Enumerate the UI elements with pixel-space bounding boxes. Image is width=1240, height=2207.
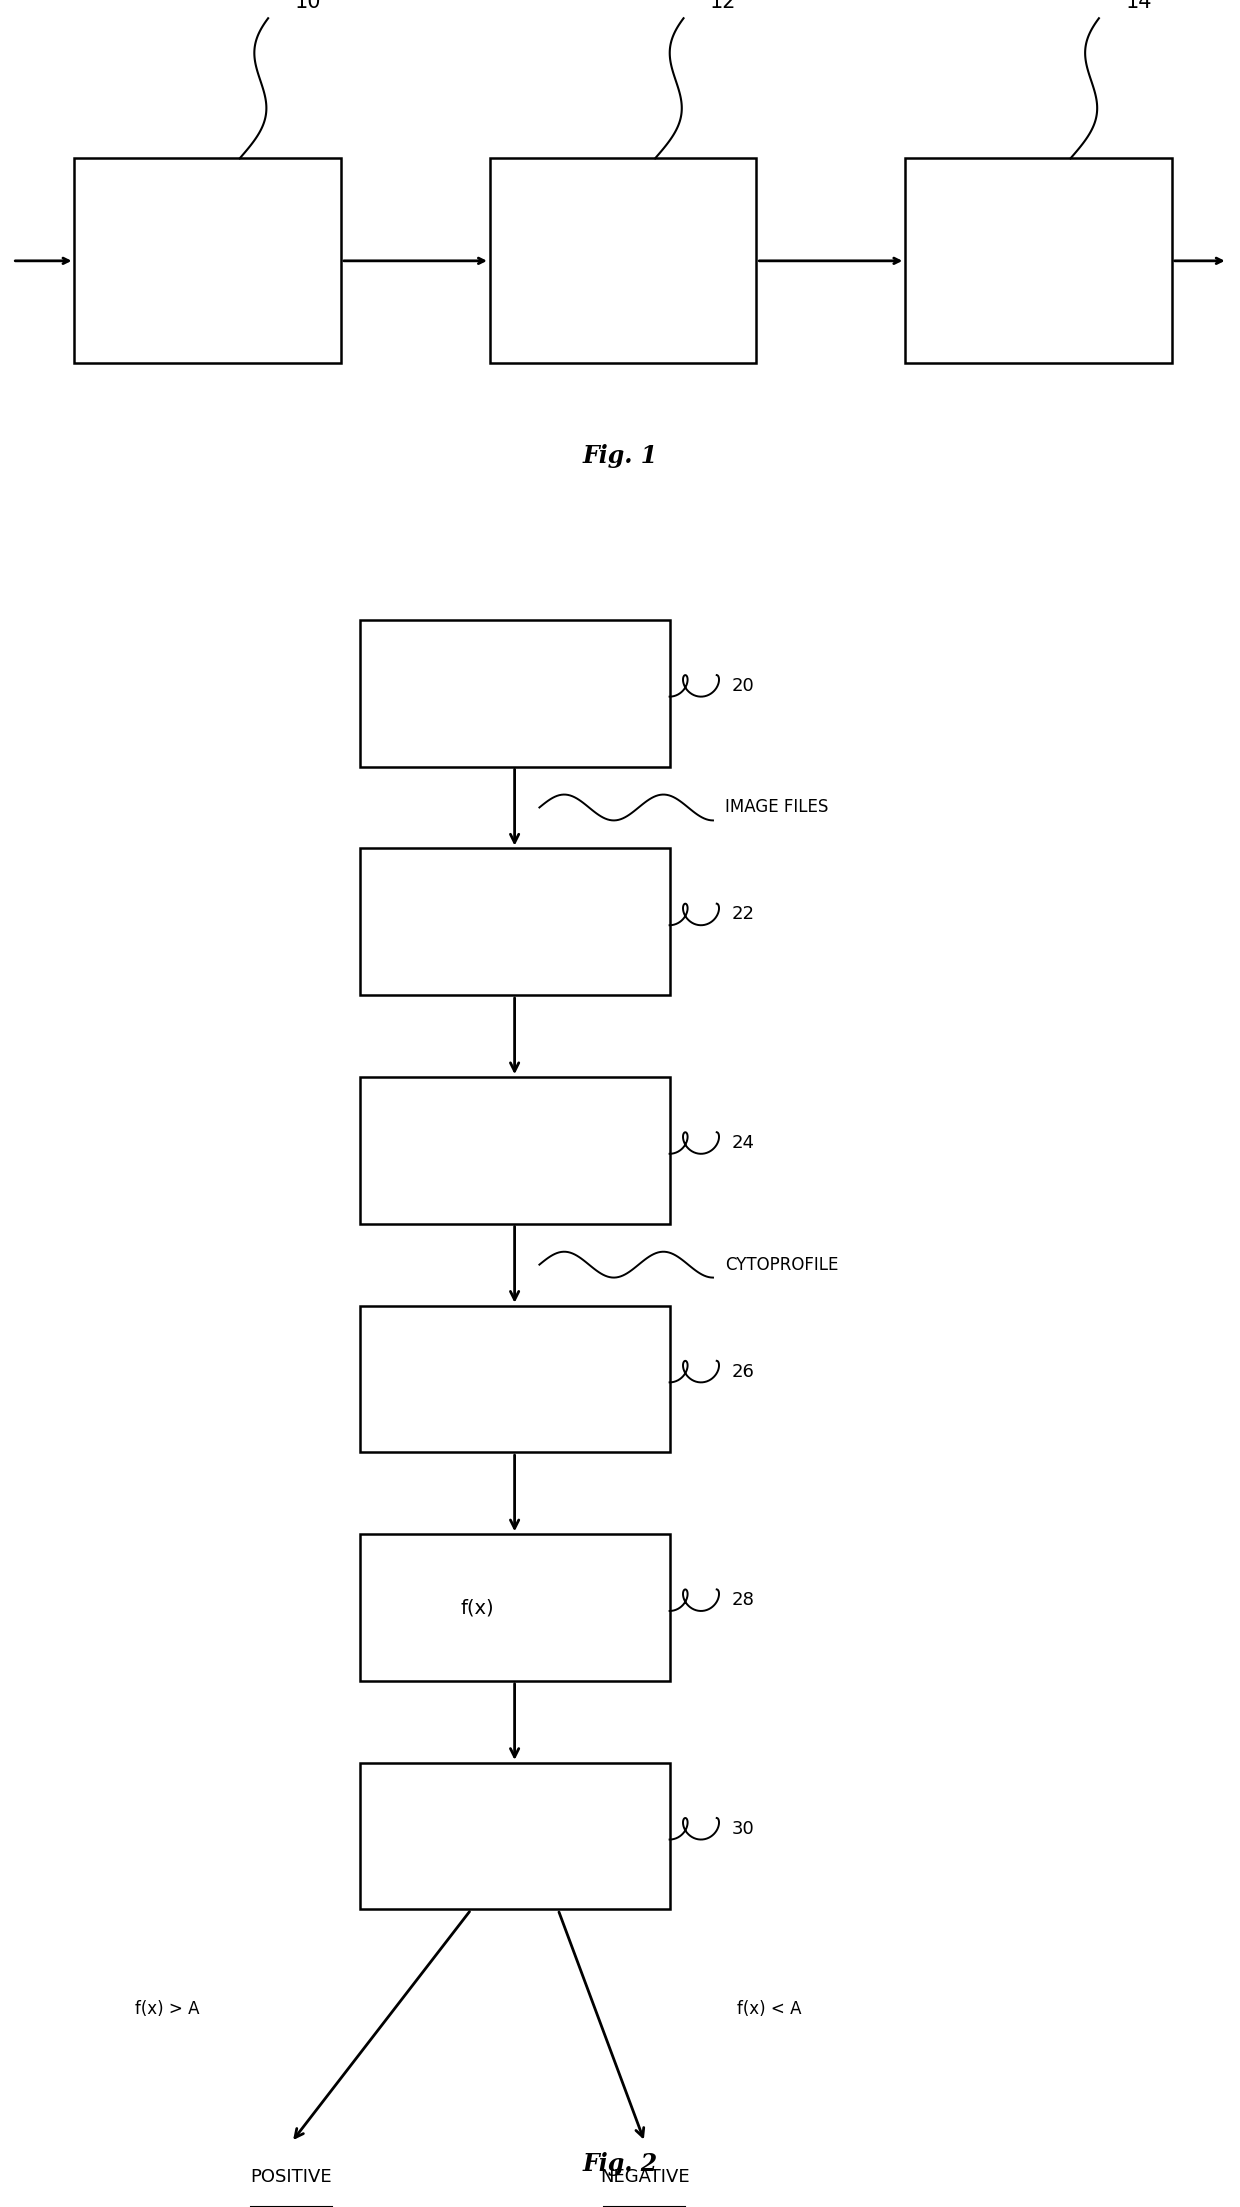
Text: f(x) > A: f(x) > A	[135, 2000, 200, 2017]
Text: f(x) < A: f(x) < A	[737, 2000, 801, 2017]
Text: IMAGE FILES: IMAGE FILES	[725, 799, 828, 817]
Text: NEGATIVE: NEGATIVE	[600, 2167, 689, 2187]
FancyBboxPatch shape	[74, 159, 341, 364]
Text: 12: 12	[711, 0, 737, 11]
Text: 22: 22	[732, 905, 755, 923]
Text: CYTOPROFILE: CYTOPROFILE	[725, 1256, 838, 1273]
Text: Fig. 1: Fig. 1	[583, 444, 657, 468]
Text: 28: 28	[732, 1591, 754, 1609]
FancyBboxPatch shape	[360, 1077, 670, 1223]
Text: POSITIVE: POSITIVE	[250, 2167, 332, 2187]
FancyBboxPatch shape	[360, 1307, 670, 1452]
FancyBboxPatch shape	[905, 159, 1172, 364]
Text: f(x): f(x)	[460, 1598, 495, 1618]
Text: 20: 20	[732, 678, 754, 695]
Text: 24: 24	[732, 1134, 755, 1152]
FancyBboxPatch shape	[360, 847, 670, 995]
FancyBboxPatch shape	[490, 159, 756, 364]
Text: 26: 26	[732, 1362, 754, 1382]
Text: 14: 14	[1126, 0, 1152, 11]
Text: 10: 10	[295, 0, 321, 11]
FancyBboxPatch shape	[360, 1534, 670, 1682]
FancyBboxPatch shape	[360, 620, 670, 766]
Text: 30: 30	[732, 1821, 754, 1838]
FancyBboxPatch shape	[360, 1763, 670, 1909]
Text: Fig. 2: Fig. 2	[583, 2152, 657, 2176]
